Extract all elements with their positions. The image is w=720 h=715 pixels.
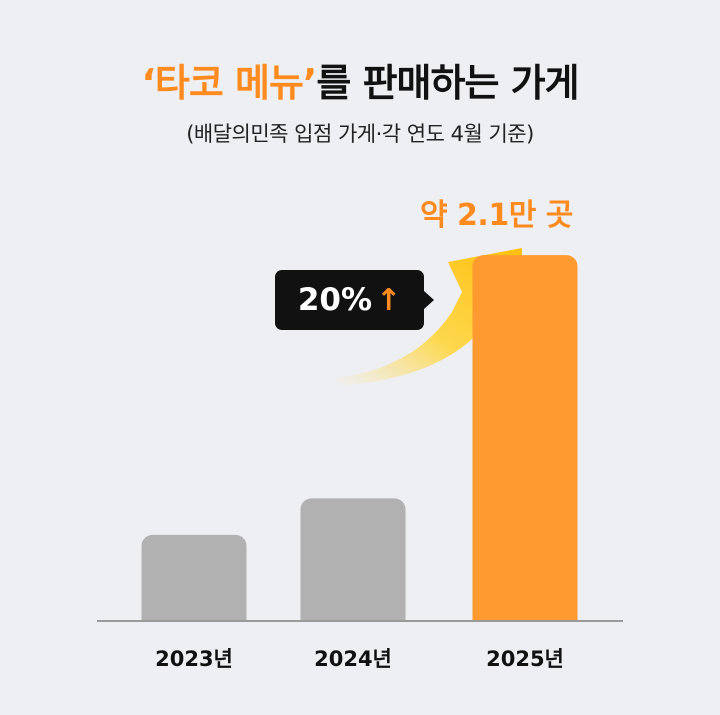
baseline-mask (90, 621, 630, 651)
bar-1 (300, 498, 406, 632)
up-arrow-icon: ↑ (376, 282, 402, 318)
bar-2 (472, 255, 578, 632)
title-highlight: ‘타코 메뉴’ (141, 61, 317, 105)
chart-title: ‘타코 메뉴’를 판매하는 가게 (0, 52, 720, 107)
x-tick-label-1: 2024년 (314, 647, 392, 671)
growth-badge: 20% ↑ (275, 270, 434, 330)
bar-0 (141, 534, 247, 632)
value-label-2025: 약 2.1만 곳 (420, 198, 573, 233)
chart-subtitle: (배달의민족 입점 가게·각 연도 4월 기준) (186, 122, 534, 146)
x-tick-label-0: 2023년 (155, 647, 233, 671)
growth-value: 20% (297, 282, 373, 318)
x-tick-label-2: 2025년 (486, 647, 564, 671)
title-rest: 를 판매하는 가게 (316, 61, 579, 105)
